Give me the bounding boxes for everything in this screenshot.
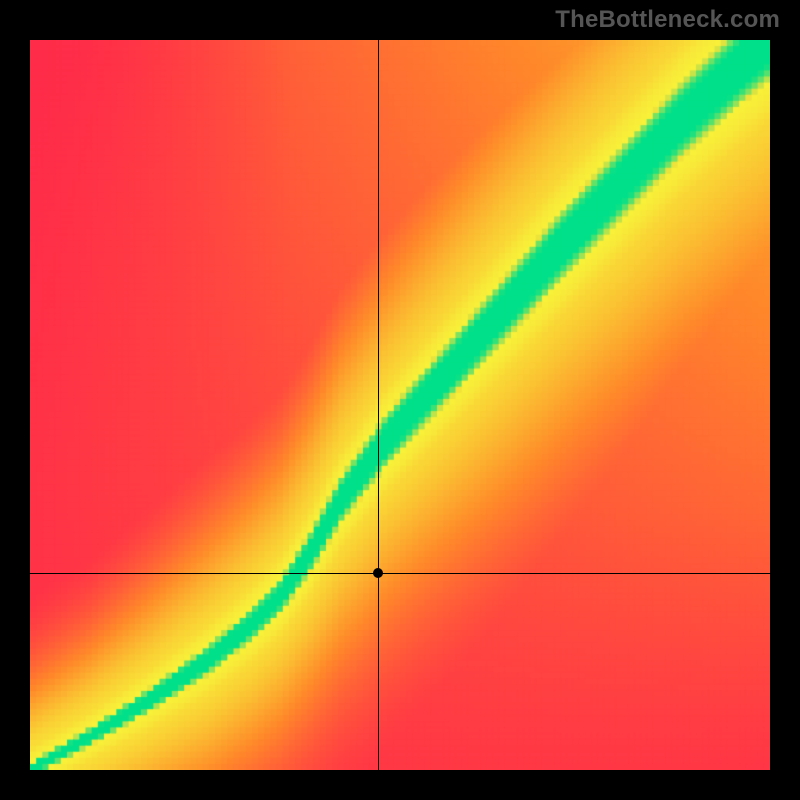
- crosshair-horizontal: [30, 573, 770, 574]
- chart-stage: TheBottleneck.com: [0, 0, 800, 800]
- crosshair-vertical: [378, 40, 379, 770]
- watermark-text: TheBottleneck.com: [555, 6, 780, 34]
- bottleneck-heatmap: [30, 40, 770, 770]
- crosshair-marker: [373, 568, 383, 578]
